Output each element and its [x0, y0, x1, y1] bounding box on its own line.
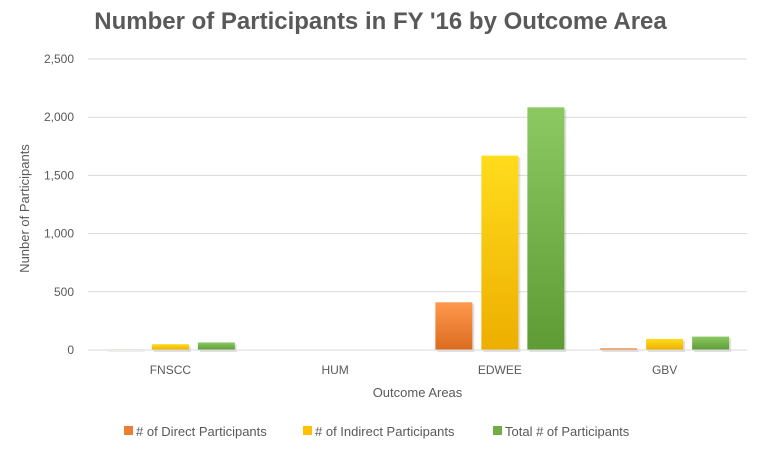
x-tick-label: EDWEE	[478, 363, 522, 377]
legend-label: Total # of Participants	[505, 424, 630, 439]
y-tick-label: 2,000	[44, 110, 74, 124]
x-tick-label: GBV	[652, 363, 677, 377]
x-tick-label: HUM	[321, 363, 348, 377]
x-axis-title: Outcome Areas	[373, 385, 463, 400]
y-tick-label: 500	[54, 285, 74, 299]
bar-shadow	[602, 350, 640, 352]
legend-swatch	[303, 426, 312, 435]
legend-label: # of Indirect Participants	[315, 424, 455, 439]
bar	[481, 155, 519, 350]
bar	[527, 107, 565, 350]
bar	[435, 302, 473, 350]
y-axis-title: Nunber of Participants	[17, 144, 32, 273]
bar	[692, 336, 730, 350]
bar-shadow	[107, 351, 145, 352]
bar	[151, 344, 189, 350]
legend-label: # of Direct Participants	[136, 424, 267, 439]
y-tick-label: 2,500	[44, 52, 74, 66]
y-tick-label: 0	[67, 343, 74, 357]
legend-swatch	[493, 426, 502, 435]
x-tick-label: FNSCC	[150, 363, 192, 377]
bar	[646, 338, 684, 350]
y-tick-label: 1,000	[44, 227, 74, 241]
bar	[600, 348, 638, 350]
chart-title: Number of Participants in FY '16 by Outc…	[94, 8, 667, 35]
legend-swatch	[124, 426, 133, 435]
y-tick-label: 1,500	[44, 168, 74, 182]
bar	[197, 342, 235, 350]
